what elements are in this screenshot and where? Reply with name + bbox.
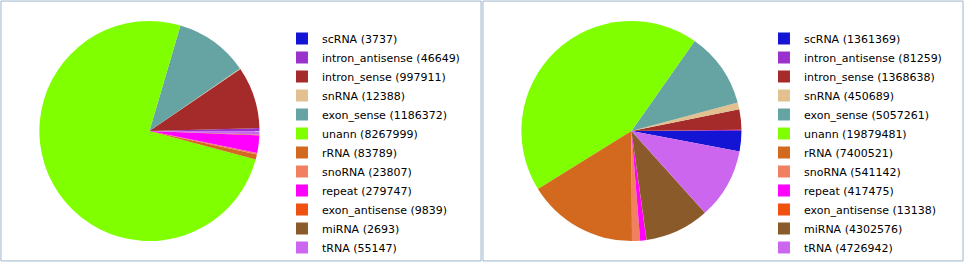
svg-text:scRNA (3737): scRNA (3737) [322,33,397,46]
svg-text:exon_antisense (13138): exon_antisense (13138) [804,204,936,217]
svg-text:miRNA (4302576): miRNA (4302576) [804,223,902,236]
svg-text:snRNA (450689): snRNA (450689) [804,90,894,103]
svg-text:repeat (279747): repeat (279747) [322,185,412,198]
svg-text:exon_antisense (9839): exon_antisense (9839) [322,204,447,217]
svg-text:tRNA (4726942): tRNA (4726942) [804,242,893,255]
svg-text:snoRNA (23807): snoRNA (23807) [322,166,412,179]
svg-text:tRNA (55147): tRNA (55147) [322,242,397,255]
svg-text:rRNA (7400521): rRNA (7400521) [804,147,893,160]
svg-text:rRNA (83789): rRNA (83789) [322,147,397,160]
svg-text:unann (19879481): unann (19879481) [804,128,907,141]
svg-text:intron_antisense (46649): intron_antisense (46649) [322,52,460,65]
svg-text:intron_sense (997911): intron_sense (997911) [322,71,446,84]
svg-text:intron_antisense (81259): intron_antisense (81259) [804,52,942,65]
svg-text:snoRNA (541142): snoRNA (541142) [804,166,901,179]
svg-text:scRNA (1361369): scRNA (1361369) [804,33,900,46]
svg-text:exon_sense (1186372): exon_sense (1186372) [322,109,447,122]
svg-text:intron_sense (1368638): intron_sense (1368638) [804,71,935,84]
svg-text:snRNA (12388): snRNA (12388) [322,90,405,103]
svg-text:exon_sense (5057261): exon_sense (5057261) [804,109,929,122]
svg-text:miRNA (2693): miRNA (2693) [322,223,399,236]
svg-text:unann (8267999): unann (8267999) [322,128,418,141]
svg-text:repeat (417475): repeat (417475) [804,185,894,198]
